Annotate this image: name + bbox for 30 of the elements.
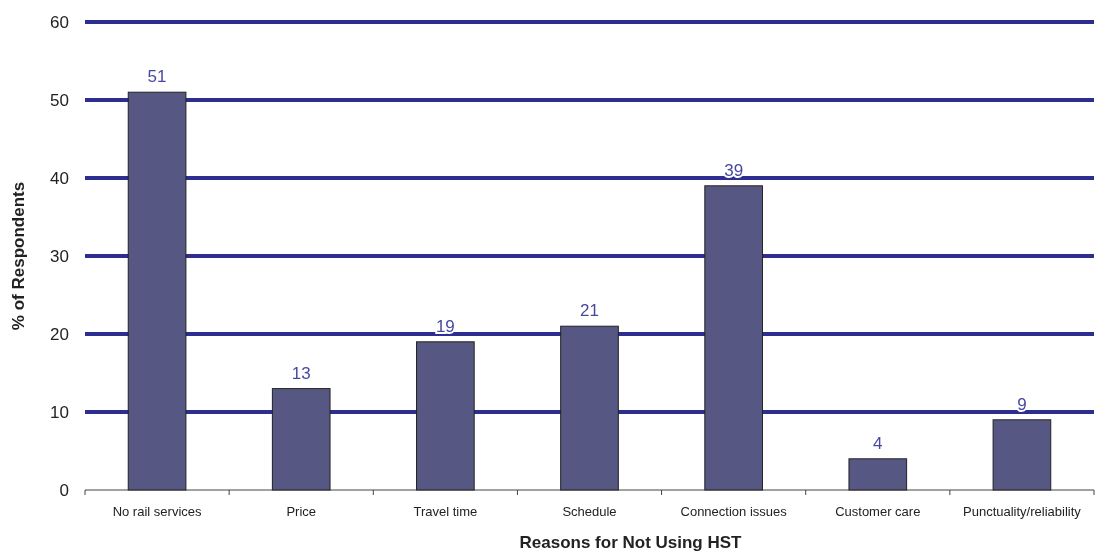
y-tick-label: 0 xyxy=(59,480,69,500)
data-label: 19 xyxy=(435,316,455,336)
data-label: 4 xyxy=(873,433,883,453)
bar xyxy=(992,419,1052,491)
data-label: 39 xyxy=(724,160,744,180)
y-tick-label: 60 xyxy=(50,12,69,32)
bar xyxy=(848,458,908,491)
y-tick-label: 30 xyxy=(50,246,69,266)
y-tick-label: 50 xyxy=(50,90,69,110)
y-tick-label: 20 xyxy=(50,324,69,344)
bar xyxy=(704,185,763,491)
bar xyxy=(416,341,475,491)
x-tick-label: Schedule xyxy=(562,504,617,519)
x-tick-label: Punctuality/reliability xyxy=(963,504,1082,519)
x-tick-label: No rail services xyxy=(112,504,202,519)
x-tick-label: Price xyxy=(286,504,317,519)
x-tick-label: Connection issues xyxy=(680,504,788,519)
x-tick-label: Travel time xyxy=(413,504,478,519)
bar xyxy=(560,325,619,491)
data-label: 9 xyxy=(1017,394,1027,414)
bar xyxy=(271,388,331,491)
y-axis-title: % of Respondents xyxy=(9,181,28,331)
y-tick-label: 40 xyxy=(50,168,69,188)
data-label: 13 xyxy=(291,363,311,383)
y-tick-label: 10 xyxy=(50,402,69,422)
bar xyxy=(127,91,187,491)
x-axis-title: Reasons for Not Using HST xyxy=(519,533,743,552)
data-label: 51 xyxy=(147,67,167,87)
data-label: 21 xyxy=(580,301,599,321)
x-tick-label: Customer care xyxy=(835,504,921,519)
